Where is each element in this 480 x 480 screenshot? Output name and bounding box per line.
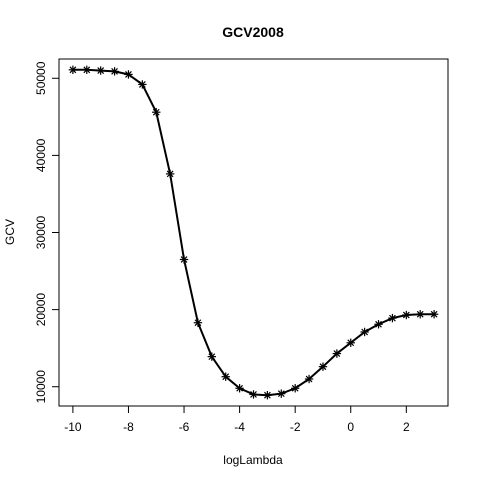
x-axis: -10 -8 -6 -4 -2 0 2 [64,405,410,434]
data-point [346,338,355,347]
data-point [221,372,230,381]
data-point [207,352,217,361]
data-point [388,313,397,323]
data-point [416,310,425,319]
data-point [374,320,383,329]
data-point [235,384,244,393]
x-tick-label: 0 [347,420,354,434]
data-point [429,310,439,319]
x-tick-label: -4 [234,420,245,434]
data-point [360,327,369,337]
data-point [304,374,314,384]
x-tick-label: -10 [64,420,82,434]
y-axis: 10000 20000 30000 40000 50000 [34,61,60,404]
data-point [124,70,133,79]
y-tick-label: 30000 [34,215,48,249]
data-point [332,349,342,358]
data-point [68,65,78,74]
y-tick-label: 40000 [34,138,48,172]
chart-title: GCV2008 [222,24,284,40]
plot-frame [58,58,449,407]
x-tick-label: -6 [179,420,190,434]
x-tick-label: -2 [290,420,301,434]
x-tick-label: -8 [123,420,134,434]
data-point [402,310,411,320]
y-tick-label: 10000 [34,370,48,404]
data-point [318,362,328,371]
data-point [263,391,272,400]
data-point [249,390,258,399]
series-line [72,68,435,397]
data-point [110,67,119,76]
x-axis-label: logLambda [223,453,283,467]
y-axis-label: GCV [3,219,17,245]
y-tick-label: 20000 [34,293,48,327]
data-point [82,65,91,74]
data-point [96,66,105,75]
data-point [152,108,161,117]
data-point [179,255,189,264]
data-point [193,318,203,327]
data-point [138,80,147,89]
data-point [277,389,286,398]
data-point [165,169,175,179]
x-tick-label: 2 [403,420,410,434]
data-point [290,384,300,393]
series-markers [68,65,439,400]
y-tick-label: 50000 [34,61,48,95]
